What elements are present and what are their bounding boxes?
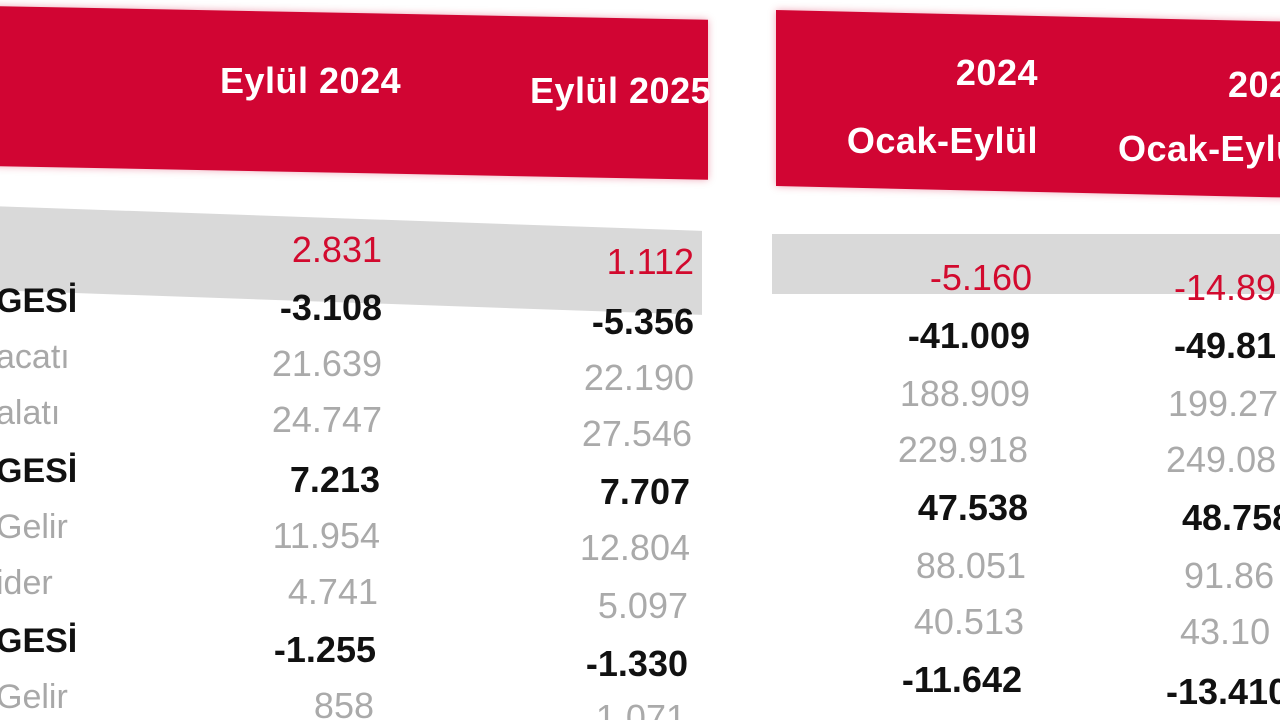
cell-row4-c2: 7.707 bbox=[599, 471, 690, 512]
total-row-band-right bbox=[772, 234, 1280, 294]
cell-total-c4: -14.89 bbox=[1174, 267, 1277, 308]
row-label-services-income: Gelir bbox=[0, 508, 68, 546]
cell-total-c2: 1.112 bbox=[606, 241, 694, 282]
cell-row4-c4: 48.758 bbox=[1182, 497, 1280, 538]
cell-row7-c3: -11.642 bbox=[901, 659, 1022, 700]
cell-row3-c2: 27.546 bbox=[581, 413, 692, 454]
row-label-primary-income: Gelir bbox=[0, 678, 68, 716]
cell-row2-c1: 21.639 bbox=[271, 343, 382, 384]
row-label-primary-balance: GESİ bbox=[0, 622, 78, 660]
header-2025-year: 202 bbox=[1228, 64, 1280, 105]
cell-row8-c1: 858 bbox=[313, 685, 374, 720]
cell-total-c3: -5.160 bbox=[929, 257, 1032, 298]
row-label-services-balance: GESİ bbox=[0, 452, 78, 490]
cell-row7-c1: -1.255 bbox=[273, 629, 376, 670]
header-2025-period: Ocak-Eylü bbox=[1118, 128, 1280, 169]
cell-total-c1: 2.831 bbox=[291, 229, 382, 270]
cell-row1-c4: -49.81 bbox=[1174, 325, 1277, 366]
row-label-imports: alatı bbox=[0, 394, 61, 432]
cell-row5-c1: 11.954 bbox=[272, 515, 380, 556]
cell-row6-c4: 43.10 bbox=[1180, 611, 1271, 652]
cell-row6-c1: 4.741 bbox=[287, 571, 378, 612]
cell-row5-c2: 12.804 bbox=[579, 527, 690, 568]
cell-row6-c3: 40.513 bbox=[913, 601, 1024, 642]
cell-row7-c2: -1.330 bbox=[585, 643, 688, 684]
cell-row1-c1: -3.108 bbox=[279, 287, 382, 328]
cell-row2-c2: 22.190 bbox=[583, 357, 694, 398]
cell-row6-c2: 5.097 bbox=[597, 585, 688, 626]
header-eylul-2024: Eylül 2024 bbox=[220, 60, 402, 101]
cell-row2-c3: 188.909 bbox=[899, 373, 1030, 414]
cell-row5-c4: 91.86 bbox=[1184, 555, 1275, 596]
header-eylul-2025: Eylül 2025 bbox=[530, 70, 712, 111]
cell-row3-c4: 249.08 bbox=[1166, 439, 1277, 480]
cell-row3-c1: 24.747 bbox=[271, 399, 382, 440]
header-2024-period: Ocak-Eylül bbox=[846, 120, 1038, 161]
cell-row3-c3: 229.918 bbox=[897, 429, 1028, 470]
cell-row4-c3: 47.538 bbox=[917, 487, 1028, 528]
cell-row2-c4: 199.27 bbox=[1168, 383, 1279, 424]
cell-row1-c3: -41.009 bbox=[907, 315, 1030, 356]
header-2024-year: 2024 bbox=[955, 52, 1038, 93]
row-label-goods-balance: GESİ bbox=[0, 282, 78, 320]
row-label-exports: acatı bbox=[0, 338, 70, 376]
cell-row1-c2: -5.356 bbox=[591, 301, 694, 342]
cell-row7-c4: -13.410 bbox=[1166, 671, 1280, 712]
cell-row5-c3: 88.051 bbox=[915, 545, 1026, 586]
row-label-services-expense: ider bbox=[0, 564, 53, 602]
cell-row8-c2: 1.071 bbox=[595, 697, 686, 720]
cell-row4-c1: 7.213 bbox=[289, 459, 380, 500]
